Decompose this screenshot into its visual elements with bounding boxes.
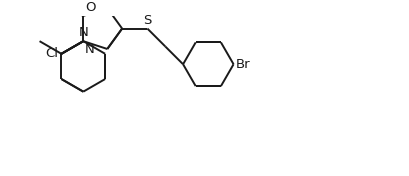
Text: Cl: Cl (46, 47, 58, 60)
Text: N: N (78, 26, 88, 39)
Text: S: S (143, 14, 151, 27)
Text: O: O (85, 1, 95, 14)
Text: N: N (85, 43, 94, 56)
Text: Br: Br (235, 58, 249, 71)
